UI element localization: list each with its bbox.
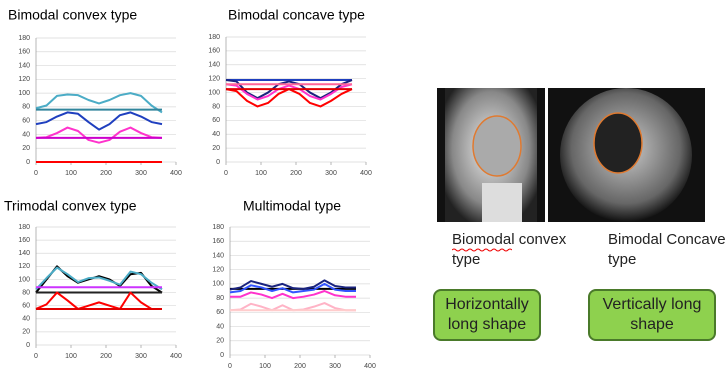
x-tick-label: 400 bbox=[170, 170, 182, 177]
y-tick-label: 140 bbox=[208, 62, 220, 69]
wave bbox=[452, 249, 512, 251]
shape-label: Horizontally long shape bbox=[433, 289, 541, 341]
y-tick-label: 120 bbox=[208, 76, 220, 83]
y-tick-label: 180 bbox=[212, 224, 224, 231]
y-tick-label: 180 bbox=[18, 35, 30, 42]
series-line bbox=[36, 293, 162, 309]
x-tick-label: 400 bbox=[170, 353, 182, 360]
y-tick-label: 0 bbox=[26, 342, 30, 349]
y-tick-label: 40 bbox=[216, 323, 224, 330]
series-line bbox=[230, 303, 356, 310]
x-tick-label: 400 bbox=[360, 170, 372, 177]
y-tick-label: 80 bbox=[22, 289, 30, 296]
page: {"chart_data": [ {"type": "line", "title… bbox=[0, 0, 728, 370]
y-tick-label: 180 bbox=[18, 224, 30, 231]
y-tick-label: 20 bbox=[22, 145, 30, 152]
x-tick-label: 100 bbox=[255, 170, 267, 177]
y-tick-label: 100 bbox=[18, 90, 30, 97]
chart-title: Bimodal convex type bbox=[8, 7, 137, 23]
x-tick-label: 0 bbox=[228, 363, 232, 370]
y-tick-label: 40 bbox=[212, 131, 220, 138]
y-tick-label: 120 bbox=[18, 263, 30, 270]
chart-title: Multimodal type bbox=[243, 198, 341, 214]
x-tick-label: 200 bbox=[294, 363, 306, 370]
x-tick-label: 0 bbox=[34, 170, 38, 177]
y-tick-label: 100 bbox=[18, 276, 30, 283]
y-tick-label: 160 bbox=[18, 237, 30, 244]
y-tick-label: 80 bbox=[212, 103, 220, 110]
y-tick-label: 140 bbox=[18, 62, 30, 69]
xray bbox=[437, 88, 545, 222]
x-tick-label: 100 bbox=[65, 353, 77, 360]
x-tick-label: 200 bbox=[100, 353, 112, 360]
x-tick-label: 200 bbox=[100, 170, 112, 177]
y-tick-label: 100 bbox=[212, 281, 224, 288]
y-tick-label: 20 bbox=[212, 145, 220, 152]
y-tick-label: 40 bbox=[22, 316, 30, 323]
spell-underline bbox=[452, 248, 512, 252]
y-tick-label: 180 bbox=[208, 34, 220, 41]
image-concave bbox=[548, 88, 705, 222]
y-tick-label: 60 bbox=[22, 303, 30, 310]
x-tick-label: 300 bbox=[329, 363, 341, 370]
y-tick-label: 120 bbox=[18, 76, 30, 83]
chart-title: Bimodal concave type bbox=[228, 7, 365, 23]
caption: Bimodal Concave type bbox=[608, 230, 728, 270]
x-tick-label: 300 bbox=[325, 170, 337, 177]
y-tick-label: 160 bbox=[18, 49, 30, 56]
y-tick-label: 20 bbox=[22, 329, 30, 336]
series-line bbox=[36, 268, 162, 290]
x-tick-label: 200 bbox=[290, 170, 302, 177]
y-tick-label: 0 bbox=[220, 352, 224, 359]
y-tick-label: 80 bbox=[216, 295, 224, 302]
shape-label: Vertically long shape bbox=[588, 289, 716, 341]
y-tick-label: 0 bbox=[216, 159, 220, 166]
x-tick-label: 100 bbox=[65, 170, 77, 177]
image-convex bbox=[437, 88, 545, 222]
x-tick-label: 100 bbox=[259, 363, 271, 370]
charts: Bimodal convex type 0 20 40 60 80 100 120 140 160… bbox=[0, 0, 400, 370]
y-tick-label: 120 bbox=[212, 267, 224, 274]
y-tick-label: 60 bbox=[22, 118, 30, 125]
y-tick-label: 100 bbox=[208, 89, 220, 96]
y-tick-label: 140 bbox=[212, 252, 224, 259]
chart-title: Trimodal convex type bbox=[4, 198, 137, 214]
xray bbox=[548, 88, 705, 222]
x-tick-label: 300 bbox=[135, 170, 147, 177]
x-tick-label: 0 bbox=[224, 170, 228, 177]
y-tick-label: 140 bbox=[18, 250, 30, 257]
x-tick-label: 400 bbox=[364, 363, 376, 370]
y-tick-label: 160 bbox=[208, 48, 220, 55]
series-line bbox=[226, 84, 352, 99]
y-tick-label: 60 bbox=[216, 309, 224, 316]
y-tick-label: 160 bbox=[212, 238, 224, 245]
y-tick-label: 0 bbox=[26, 159, 30, 166]
y-tick-label: 20 bbox=[216, 338, 224, 345]
y-tick-label: 40 bbox=[22, 131, 30, 138]
y-tick-label: 60 bbox=[212, 117, 220, 124]
x-tick-label: 300 bbox=[135, 353, 147, 360]
y-tick-label: 80 bbox=[22, 104, 30, 111]
x-tick-label: 0 bbox=[34, 353, 38, 360]
